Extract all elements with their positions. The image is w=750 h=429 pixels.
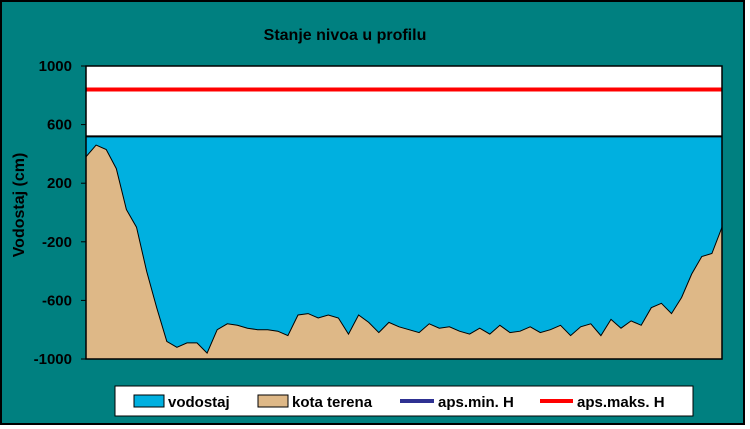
legend-label-aps-maks: aps.maks. H [577, 394, 665, 411]
chart-title: Stanje nivoa u profilu [264, 27, 427, 44]
y-tick-label: -1000 [34, 351, 72, 368]
legend-label-vodostaj: vodostaj [168, 394, 230, 411]
y-axis-ticks: 1000 600 200 -200 -600 -1000 [34, 58, 86, 368]
legend-swatch-kota-terena [257, 394, 289, 408]
y-tick-label: 1000 [39, 58, 72, 75]
y-tick-label: -600 [42, 292, 72, 309]
plot-area [85, 65, 723, 360]
terrain-area [85, 144, 723, 360]
legend-label-kota-terena: kota terena [292, 394, 373, 411]
y-tick-label: 200 [47, 175, 72, 192]
legend-swatch-vodostaj [133, 394, 165, 408]
legend-label-aps-min: aps.min. H [438, 394, 514, 411]
y-axis-label: Vodostaj (cm) [11, 153, 28, 258]
y-tick-label: -200 [42, 234, 72, 251]
water-level-area [86, 136, 722, 359]
plot-border [85, 65, 723, 360]
y-tick-label: 600 [47, 117, 72, 134]
legend: vodostaj kota terena aps.min. H aps.maks… [114, 385, 694, 417]
